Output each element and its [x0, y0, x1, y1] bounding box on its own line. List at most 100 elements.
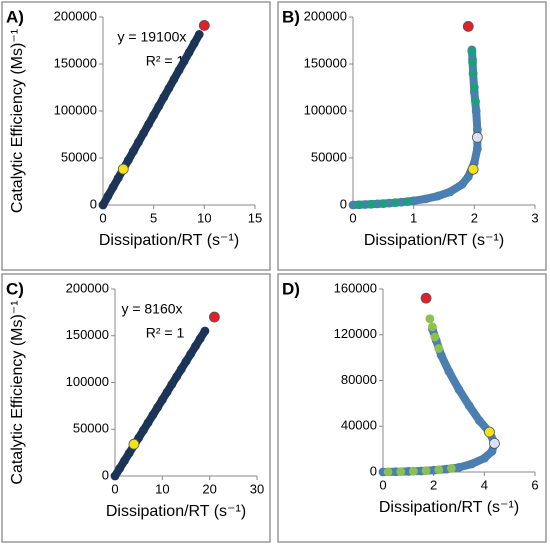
point — [467, 459, 477, 469]
point — [479, 453, 489, 463]
point — [454, 463, 464, 472]
y-tick-label: 200000 — [66, 280, 109, 295]
point — [179, 56, 189, 66]
point — [124, 448, 134, 458]
point — [169, 74, 179, 84]
y-tick-label: 0 — [102, 467, 109, 482]
point — [123, 155, 133, 165]
x-tick-label: 2 — [430, 477, 437, 492]
point — [468, 69, 478, 78]
x-tick-label: 10 — [197, 210, 211, 225]
y-axis-label: Catalytic Efficiency (Ms)⁻¹ — [9, 29, 26, 213]
point — [396, 467, 406, 476]
x-tick-label: 3 — [531, 210, 538, 225]
point — [474, 416, 484, 425]
point — [144, 119, 154, 129]
point — [184, 47, 194, 57]
point — [472, 144, 482, 154]
y-tick-label: 100000 — [54, 102, 97, 117]
point — [408, 466, 418, 476]
x-tick-label: 15 — [248, 210, 262, 225]
y-tick-label: 150000 — [54, 55, 97, 70]
panel-label: D) — [282, 279, 300, 298]
x-tick-label: 30 — [250, 481, 264, 496]
point — [489, 438, 500, 449]
point — [134, 137, 143, 147]
point — [154, 101, 164, 111]
x-tick-label: 0 — [349, 210, 356, 225]
panel-border — [277, 1, 547, 271]
point — [421, 194, 431, 204]
point — [120, 456, 129, 466]
x-tick-label: 10 — [155, 481, 169, 496]
y-tick-label: 200000 — [304, 8, 347, 23]
point — [354, 200, 364, 210]
point — [143, 418, 153, 427]
point — [110, 471, 120, 481]
point — [421, 466, 431, 476]
annotation: R² = 1 — [146, 325, 185, 341]
y-tick-label: 0 — [370, 463, 377, 478]
y-tick-label: 100000 — [304, 102, 347, 117]
x-tick-label: 4 — [481, 477, 488, 492]
x-axis-label: Dissipation/RT (s⁻¹) — [379, 499, 519, 516]
y-tick-label: 0 — [90, 196, 97, 211]
point — [467, 47, 477, 57]
point — [463, 172, 473, 182]
annotation: y = 19100x — [118, 29, 187, 45]
point — [462, 20, 474, 32]
point — [378, 199, 388, 208]
point — [434, 344, 444, 353]
point — [454, 385, 464, 395]
x-tick-label: 1 — [410, 210, 417, 225]
x-axis-label: Dissipation/RT (s⁻¹) — [106, 503, 246, 520]
y-tick-label: 100000 — [66, 374, 109, 389]
point — [191, 341, 200, 351]
point — [149, 110, 159, 120]
point — [200, 326, 210, 336]
point — [383, 467, 393, 477]
y-tick-label: 40000 — [341, 418, 377, 433]
y-tick-label: 160000 — [334, 280, 377, 295]
point — [153, 402, 163, 412]
y-tick-label: 50000 — [311, 149, 347, 164]
panel-label: C) — [6, 279, 24, 298]
panel-border — [1, 1, 271, 271]
x-tick-label: 0 — [111, 481, 118, 496]
point — [148, 410, 158, 420]
y-tick-label: 50000 — [61, 149, 97, 164]
point — [403, 197, 413, 207]
y-tick-label: 80000 — [341, 372, 377, 387]
point — [457, 179, 467, 189]
point — [115, 463, 125, 473]
point — [194, 30, 204, 39]
point — [198, 20, 210, 31]
point — [103, 191, 113, 201]
point — [98, 200, 108, 210]
panel-border — [1, 273, 271, 543]
y-axis-label: Catalytic Efficiency (Ms)⁻¹ — [9, 300, 26, 484]
point — [366, 199, 376, 209]
point — [469, 83, 479, 92]
point — [444, 366, 454, 376]
point — [189, 39, 199, 48]
point — [138, 425, 148, 435]
x-axis-label: Dissipation/RT (s⁻¹) — [99, 232, 239, 249]
point — [157, 395, 167, 405]
point — [467, 163, 479, 175]
x-tick-label: 0 — [379, 477, 386, 492]
x-axis-label: Dissipation/RT (s⁻¹) — [364, 232, 504, 249]
point — [391, 198, 400, 208]
point — [176, 364, 186, 374]
point — [208, 311, 220, 323]
y-tick-label: 200000 — [54, 8, 97, 23]
point — [425, 314, 435, 324]
point — [139, 128, 148, 138]
point — [445, 187, 455, 197]
annotation: R² = 1 — [146, 53, 185, 69]
y-tick-label: 150000 — [304, 55, 347, 70]
point — [128, 438, 140, 450]
annotation: y = 8160x — [121, 301, 182, 317]
x-tick-label: 5 — [150, 210, 157, 225]
